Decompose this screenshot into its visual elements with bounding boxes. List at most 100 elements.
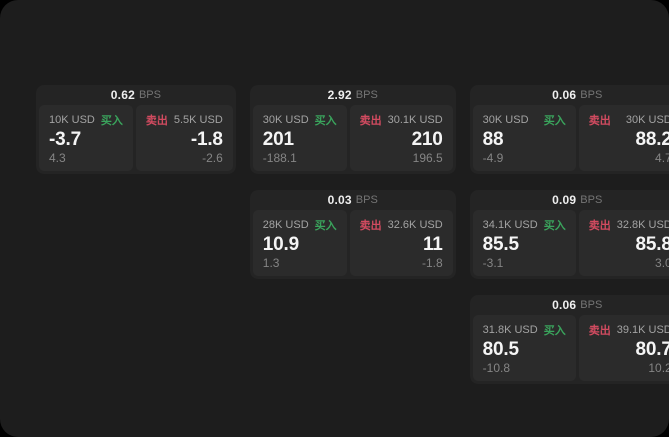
sell-label: 卖出	[588, 115, 611, 127]
sell-delta: -1.8	[421, 256, 443, 270]
sell-price: 88.2	[635, 128, 669, 150]
buy-amount: 30K USD	[482, 114, 529, 126]
sell-amount: 30K USD	[625, 114, 669, 126]
bps-value: 0.62	[110, 88, 135, 102]
spread-header: 0.03 BPS	[253, 190, 453, 210]
sell-label: 卖出	[588, 325, 611, 337]
buy-amount: 28K USD	[262, 219, 309, 231]
sell-price: -1.8	[190, 128, 223, 150]
spread-header: 0.62 BPS	[39, 85, 233, 105]
buy-delta: -188.1	[262, 151, 297, 165]
quote-cards-grid: 0.62 BPS 10K USD 买入 -3.7 4.3 卖出 5.5K USD	[36, 85, 669, 384]
bps-unit-label: BPS	[580, 194, 603, 206]
buy-cell-top: 28K USD 买入	[263, 217, 337, 233]
bps-value: 0.09	[552, 193, 577, 207]
buy-quote-cell[interactable]: 31.8K USD 买入 80.5 -10.8	[472, 315, 576, 381]
sell-price: 80.7	[635, 338, 669, 360]
buy-cell-top: 34.1K USD 买入	[483, 217, 566, 233]
sell-price: 11	[422, 233, 443, 255]
quote-card-body: 10K USD 买入 -3.7 4.3 卖出 5.5K USD -1.8 -2.…	[39, 105, 233, 171]
bps-unit-label: BPS	[355, 194, 378, 206]
sell-price: 85.8	[635, 233, 669, 255]
buy-quote-cell[interactable]: 34.1K USD 买入 85.5 -3.1	[472, 210, 576, 276]
spread-header: 2.92 BPS	[253, 85, 453, 105]
sell-quote-cell[interactable]: 卖出 30K USD 88.2 4.7	[578, 105, 669, 171]
sell-amount: 39.1K USD	[616, 324, 669, 336]
sell-price: 210	[411, 128, 443, 150]
buy-label: 买入	[543, 325, 566, 337]
sell-cell-top: 卖出 5.5K USD	[146, 112, 223, 128]
spread-header: 0.06 BPS	[473, 85, 669, 105]
buy-price: 201	[262, 128, 294, 150]
quote-card-body: 34.1K USD 买入 85.5 -3.1 卖出 32.8K USD 85.8…	[472, 210, 669, 276]
buy-quote-cell[interactable]: 28K USD 买入 10.9 1.3	[252, 210, 347, 276]
buy-delta: -10.8	[482, 361, 511, 375]
sell-label: 卖出	[145, 115, 168, 127]
sell-cell-top: 卖出 32.6K USD	[360, 217, 443, 233]
quote-card-body: 30K USD 买入 201 -188.1 卖出 30.1K USD 210 1…	[252, 105, 453, 171]
sell-cell-top: 卖出 30.1K USD	[360, 112, 443, 128]
buy-delta: 1.3	[262, 256, 280, 270]
sell-delta: -2.6	[202, 151, 223, 165]
buy-price: 80.5	[482, 338, 519, 360]
buy-delta: -3.1	[482, 256, 504, 270]
buy-cell-top: 10K USD 买入	[49, 112, 123, 128]
buy-price: -3.7	[49, 128, 81, 150]
sell-amount: 30.1K USD	[387, 114, 443, 126]
sell-cell-top: 卖出 30K USD	[589, 112, 669, 128]
buy-price: 85.5	[482, 233, 519, 255]
sell-delta: 196.5	[412, 151, 443, 165]
buy-price: 88	[482, 128, 504, 150]
buy-label: 买入	[314, 115, 337, 127]
sell-label: 卖出	[359, 115, 382, 127]
quote-card-body: 30K USD 买入 88 -4.9 卖出 30K USD 88.2 4.7	[472, 105, 669, 171]
sell-amount: 32.8K USD	[616, 219, 669, 231]
sell-label: 卖出	[588, 220, 611, 232]
bps-unit-label: BPS	[580, 299, 603, 311]
buy-delta: -4.9	[482, 151, 504, 165]
sell-cell-top: 卖出 39.1K USD	[589, 322, 669, 338]
bps-unit-label: BPS	[355, 89, 378, 101]
buy-label: 买入	[100, 115, 123, 127]
sell-delta: 3.0	[655, 256, 669, 270]
sell-cell-top: 卖出 32.8K USD	[589, 217, 669, 233]
buy-label: 买入	[543, 220, 566, 232]
buy-amount: 30K USD	[262, 114, 309, 126]
buy-label: 买入	[314, 220, 337, 232]
spread-header: 0.06 BPS	[473, 295, 669, 315]
buy-cell-top: 30K USD 买入	[263, 112, 337, 128]
quote-card-body: 31.8K USD 买入 80.5 -10.8 卖出 39.1K USD 80.…	[472, 315, 669, 381]
sell-delta: 10.2	[648, 361, 669, 375]
quote-card: 0.06 BPS 30K USD 买入 88 -4.9 卖出 30K USD	[469, 85, 669, 174]
bps-value: 2.92	[327, 88, 352, 102]
sell-quote-cell[interactable]: 卖出 32.6K USD 11 -1.8	[349, 210, 453, 276]
buy-label: 买入	[543, 115, 566, 127]
bps-unit-label: BPS	[138, 89, 161, 101]
quote-card: 0.06 BPS 31.8K USD 买入 80.5 -10.8 卖出 39.1…	[469, 295, 669, 384]
buy-price: 10.9	[262, 233, 299, 255]
buy-amount: 10K USD	[49, 114, 95, 126]
bps-value: 0.03	[327, 193, 352, 207]
quote-card: 0.09 BPS 34.1K USD 买入 85.5 -3.1 卖出 32.8K…	[469, 190, 669, 279]
buy-cell-top: 30K USD 买入	[483, 112, 566, 128]
quote-card: 0.03 BPS 28K USD 买入 10.9 1.3 卖出 32.6K US…	[249, 190, 456, 279]
bps-value: 0.06	[552, 298, 577, 312]
sell-label: 卖出	[359, 220, 382, 232]
buy-quote-cell[interactable]: 30K USD 买入 88 -4.9	[472, 105, 576, 171]
buy-amount: 31.8K USD	[482, 324, 538, 336]
buy-quote-cell[interactable]: 30K USD 买入 201 -188.1	[252, 105, 347, 171]
bps-value: 0.06	[552, 88, 577, 102]
sell-quote-cell[interactable]: 卖出 30.1K USD 210 196.5	[349, 105, 453, 171]
bps-unit-label: BPS	[580, 89, 603, 101]
buy-delta: 4.3	[49, 151, 66, 165]
quote-card: 2.92 BPS 30K USD 买入 201 -188.1 卖出 30.1K …	[249, 85, 456, 174]
spread-header: 0.09 BPS	[473, 190, 669, 210]
sell-quote-cell[interactable]: 卖出 39.1K USD 80.7 10.2	[578, 315, 669, 381]
buy-quote-cell[interactable]: 10K USD 买入 -3.7 4.3	[39, 105, 133, 171]
sell-amount: 5.5K USD	[173, 114, 223, 126]
buy-cell-top: 31.8K USD 买入	[483, 322, 566, 338]
sell-quote-cell[interactable]: 卖出 5.5K USD -1.8 -2.6	[135, 105, 233, 171]
sell-quote-cell[interactable]: 卖出 32.8K USD 85.8 3.0	[578, 210, 669, 276]
sell-amount: 32.6K USD	[387, 219, 443, 231]
